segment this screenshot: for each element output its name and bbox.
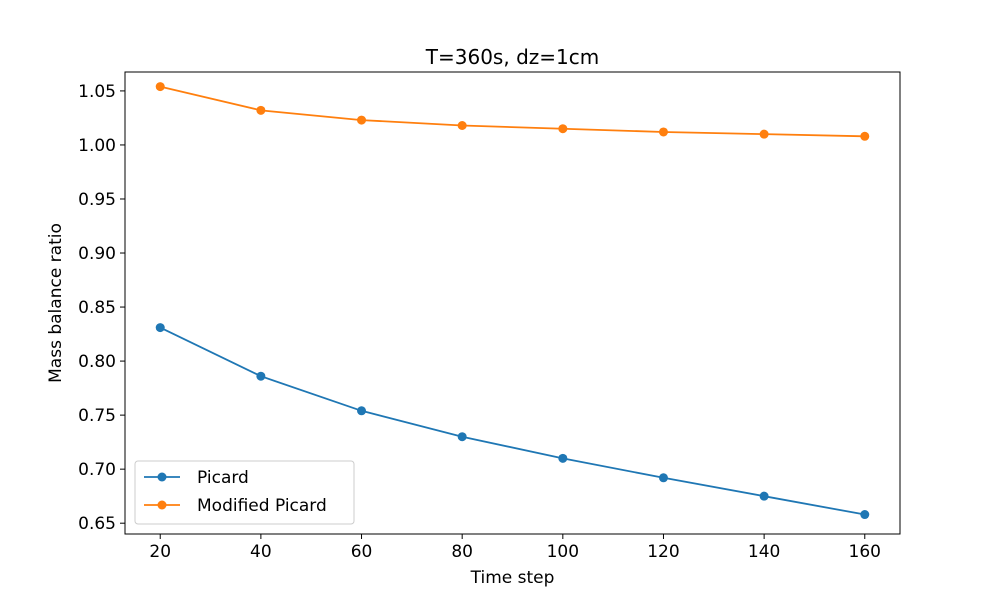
data-point-picard xyxy=(457,432,467,442)
x-tick-label: 120 xyxy=(647,542,679,562)
y-tick-label: 0.90 xyxy=(78,244,116,264)
x-tick-label: 140 xyxy=(748,542,780,562)
y-tick-label: 0.65 xyxy=(78,514,116,534)
data-point-picard xyxy=(155,323,165,333)
legend-label: Modified Picard xyxy=(197,496,327,516)
plot-area: 20 40 60 80 100 120 140 160 0.65 0.70 0.75 0.80 0.85… xyxy=(78,82,881,562)
x-tick-label: 160 xyxy=(849,542,881,562)
y-axis-title: Mass balance ratio xyxy=(46,223,66,383)
y-tick-label: 0.70 xyxy=(78,460,116,480)
y-tick-label: 0.95 xyxy=(78,190,116,210)
data-point-modified-picard xyxy=(860,131,870,141)
data-point-picard xyxy=(558,453,568,463)
y-tick-label: 0.80 xyxy=(78,352,116,372)
chart-title: T=360s, dz=1cm xyxy=(425,45,599,69)
x-tick-label: 60 xyxy=(351,542,373,562)
series-line-modified-picard xyxy=(160,85,865,138)
data-point-picard xyxy=(759,491,769,501)
legend-marker xyxy=(157,500,167,510)
y-tick-label: 1.00 xyxy=(78,136,116,156)
y-tick-label: 0.85 xyxy=(78,298,116,318)
x-tick-label: 80 xyxy=(451,542,473,562)
data-point-picard xyxy=(256,371,266,381)
x-tick-label: 100 xyxy=(547,542,579,562)
data-point-modified-picard xyxy=(357,115,367,125)
data-point-modified-picard xyxy=(759,129,769,139)
legend-marker xyxy=(157,472,167,482)
series-line-picard xyxy=(159,326,865,516)
y-tick-label: 0.75 xyxy=(78,406,116,426)
data-point-modified-picard xyxy=(658,127,668,137)
y-tick-label: 1.05 xyxy=(78,82,116,102)
data-point-picard xyxy=(357,406,367,416)
plot-frame xyxy=(124,71,901,535)
x-axis-title: Time step xyxy=(470,568,555,588)
legend-box xyxy=(134,460,355,525)
legend-label: Picard xyxy=(197,468,249,488)
data-point-picard xyxy=(658,473,668,483)
data-point-modified-picard xyxy=(155,82,165,92)
x-tick-label: 40 xyxy=(250,542,272,562)
legend: Picard Modified Picard xyxy=(134,460,355,525)
data-point-picard xyxy=(860,510,870,520)
data-point-modified-picard xyxy=(558,124,568,134)
x-tick-label: 20 xyxy=(149,542,171,562)
data-point-modified-picard xyxy=(457,120,467,130)
data-point-modified-picard xyxy=(256,105,266,115)
